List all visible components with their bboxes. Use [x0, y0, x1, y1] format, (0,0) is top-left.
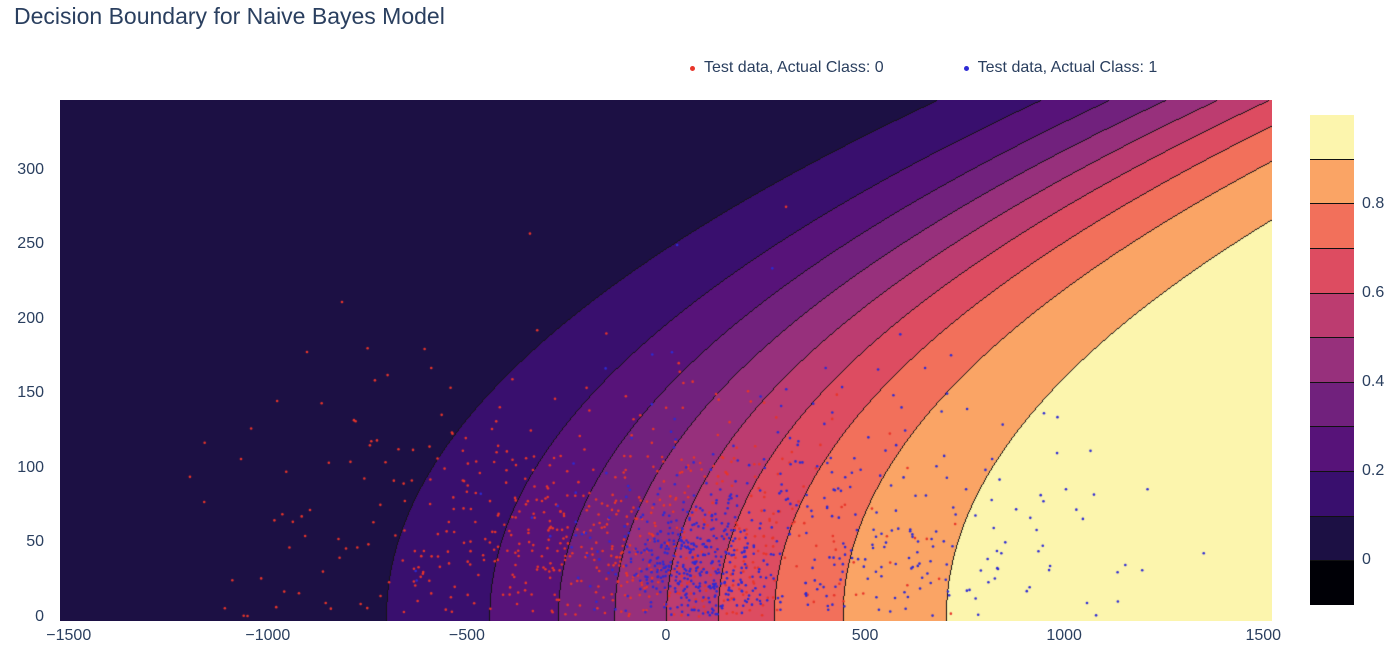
x-axis-tick-label: 500 — [851, 627, 879, 644]
colorbar-band — [1310, 292, 1354, 338]
chart-title: Decision Boundary for Naive Bayes Model — [14, 3, 445, 29]
legend-marker-class-1-icon — [963, 65, 969, 71]
y-axis: 0 50 100 150 200 250 300 — [0, 100, 52, 625]
legend-label-class-0: Test data, Actual Class: 0 — [704, 59, 884, 76]
colorbar-band — [1310, 426, 1354, 472]
y-axis-tick-label: 200 — [17, 309, 44, 327]
x-axis: −1500 −1000 −500 0 500 1000 1500 — [46, 627, 1281, 649]
x-axis-tick-label: 0 — [661, 627, 671, 644]
colorbar-tick-labels: 0 0.2 0.4 0.6 0.8 — [1362, 115, 1400, 605]
x-axis-tick-label: −1500 — [46, 627, 92, 644]
colorbar-band — [1310, 158, 1354, 204]
colorbar-tick-label: 0.8 — [1362, 195, 1385, 213]
colorbar-tick-label: 0.4 — [1362, 373, 1385, 391]
y-axis-tick-label: 50 — [26, 533, 44, 551]
colorbar-tick-label: 0.2 — [1362, 462, 1385, 480]
x-axis-tick-label: 1000 — [1046, 627, 1082, 644]
colorbar — [1310, 115, 1354, 606]
colorbar-tick-label: 0.6 — [1362, 284, 1385, 302]
colorbar-band — [1310, 203, 1354, 248]
legend-label-class-1: Test data, Actual Class: 1 — [977, 59, 1158, 76]
colorbar-tick-label: 0 — [1362, 551, 1371, 569]
colorbar-band — [1310, 560, 1354, 606]
legend: Test data, Actual Class: 0 Test data, Ac… — [690, 59, 1157, 77]
colorbar-band — [1310, 115, 1354, 159]
contour-scatter-plot-canvas[interactable] — [60, 100, 1272, 621]
legend-marker-class-0-icon — [690, 65, 695, 71]
colorbar-band — [1310, 381, 1354, 427]
colorbar-band — [1310, 337, 1354, 382]
y-axis-tick-label: 250 — [17, 235, 44, 253]
legend-item-class-1[interactable]: Test data, Actual Class: 1 — [963, 59, 1158, 77]
x-axis-tick-label: −500 — [448, 627, 485, 644]
legend-item-class-0[interactable]: Test data, Actual Class: 0 — [690, 59, 884, 77]
colorbar-band — [1310, 247, 1354, 293]
y-axis-tick-label: 300 — [17, 160, 44, 178]
x-axis-tick-label: −1000 — [245, 627, 291, 644]
x-axis-tick-label: 1500 — [1245, 627, 1282, 644]
colorbar-band — [1310, 471, 1354, 516]
y-axis-tick-label: 150 — [17, 384, 44, 402]
colorbar-band — [1310, 515, 1354, 561]
y-axis-tick-label: 0 — [35, 607, 44, 625]
y-axis-tick-label: 100 — [17, 458, 44, 476]
